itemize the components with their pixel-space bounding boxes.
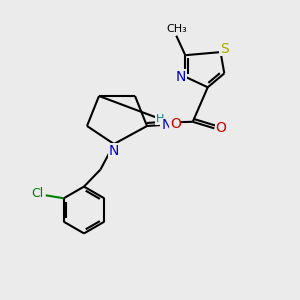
- Text: S: S: [220, 41, 229, 56]
- Text: N: N: [161, 118, 172, 132]
- Text: N: N: [176, 70, 186, 84]
- Text: H: H: [156, 114, 164, 124]
- Text: O: O: [170, 118, 181, 131]
- Text: N: N: [109, 144, 119, 158]
- Text: CH₃: CH₃: [166, 24, 187, 34]
- Text: Cl: Cl: [31, 187, 44, 200]
- Text: O: O: [215, 122, 226, 135]
